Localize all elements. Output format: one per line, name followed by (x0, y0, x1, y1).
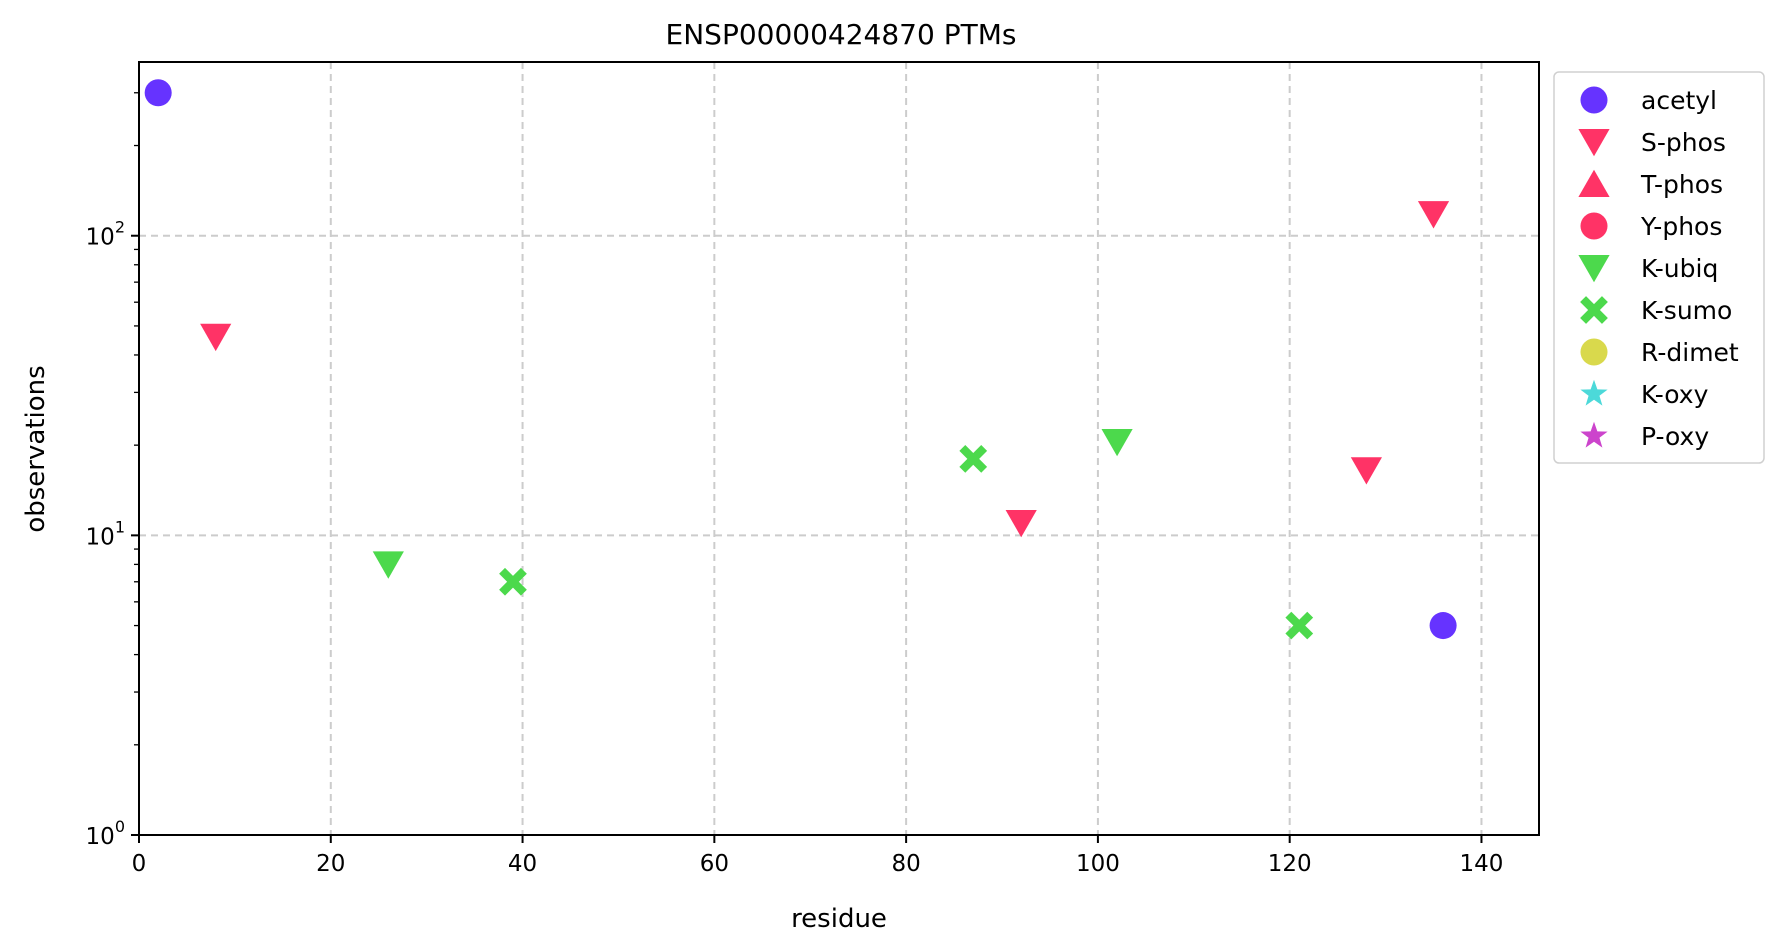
x-stroke (1285, 611, 1314, 640)
legend-label-T-phos: T-phos (1640, 170, 1723, 199)
point-S-phos (200, 323, 232, 352)
legend-marker-T-phos (1578, 169, 1610, 197)
x-tick-label: 60 (700, 851, 729, 877)
point-S-phos (1417, 201, 1450, 229)
data-points (144, 79, 1457, 640)
legend-label-K-sumo: K-sumo (1641, 296, 1732, 325)
x-tick-label: 80 (891, 851, 920, 877)
legend-marker-K-oxy (1580, 379, 1608, 406)
legend-label-acetyl: acetyl (1641, 86, 1717, 115)
legend-label-K-oxy: K-oxy (1641, 380, 1709, 409)
point-K-sumo (959, 445, 988, 473)
point-K-ubiq (1101, 428, 1133, 457)
legend-marker-R-dimet (1580, 338, 1608, 366)
point-S-phos (1005, 509, 1037, 538)
y-tick-label: 101 (86, 517, 125, 550)
legend-box (1553, 71, 1765, 464)
y-axis: 100 101 102 (86, 218, 139, 850)
x-tick-label: 20 (316, 851, 345, 877)
point-S-phos (1350, 457, 1382, 485)
y-axis-title: observations (21, 365, 51, 532)
legend-label-Y-phos: Y-phos (1640, 212, 1722, 241)
x-stroke (1580, 296, 1608, 324)
x-axis-title: residue (791, 904, 887, 934)
y-tick-label: 102 (86, 218, 125, 251)
legend-label-K-ubiq: K-ubiq (1641, 254, 1718, 283)
grid (139, 62, 1539, 835)
legend-marker-S-phos (1578, 129, 1610, 157)
chart-title: ENSP00000424870 PTMs (666, 18, 1017, 51)
plot-frame (138, 61, 1540, 836)
legend-marker-K-sumo (1580, 296, 1608, 324)
point-acetyl (1429, 612, 1457, 640)
x-tick-label: 120 (1268, 851, 1312, 877)
x-tick-label: 0 (132, 851, 147, 877)
x-stroke (959, 445, 988, 473)
legend-label-P-oxy: P-oxy (1641, 422, 1709, 451)
legend-marker-P-oxy (1580, 421, 1608, 448)
x-tick-label: 140 (1460, 851, 1504, 877)
point-K-sumo (499, 567, 527, 596)
y-tick-label: 100 (86, 817, 125, 850)
x-tick-label: 40 (508, 851, 537, 877)
legend: acetyl S-phos T-phos Y-phos K-ubiq K-sumo R-di… (1553, 71, 1765, 464)
legend-marker-Y-phos (1580, 212, 1608, 240)
point-acetyl (144, 79, 172, 107)
point-K-ubiq (372, 551, 404, 579)
legend-label-S-phos: S-phos (1641, 128, 1726, 157)
legend-marker-K-ubiq (1578, 255, 1610, 283)
legend-marker-acetyl (1580, 86, 1608, 114)
x-stroke (499, 567, 527, 596)
x-axis: 0 20 40 60 80 100 120 140 (132, 835, 1504, 877)
point-K-sumo (1285, 611, 1314, 640)
x-tick-label: 100 (1076, 851, 1120, 877)
legend-label-R-dimet: R-dimet (1641, 338, 1739, 367)
